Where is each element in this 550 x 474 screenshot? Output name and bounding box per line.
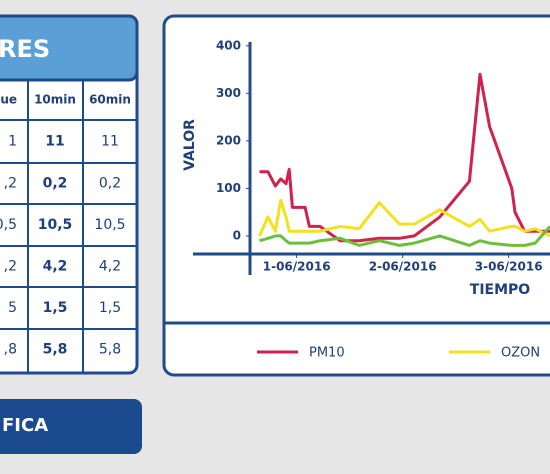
table-cell: ,8 — [4, 342, 17, 358]
table-header-cell: lue — [0, 93, 17, 107]
legend-label: PM10 — [309, 346, 345, 361]
table-cell: 0,2 — [99, 176, 121, 192]
table-cell: 10,5 — [94, 217, 125, 233]
table-cell: 11 — [45, 134, 64, 150]
y-tick-label: 400 — [216, 38, 241, 52]
y-tick-label: 100 — [216, 181, 241, 195]
x-tick-label: 2-06/2016 — [369, 260, 437, 274]
y-tick-label: 0 — [233, 228, 241, 242]
table-cell: 0,5 — [0, 217, 17, 233]
table-cell: ,2 — [4, 259, 17, 275]
table-cell: 1,5 — [43, 300, 68, 316]
y-tick-label: 200 — [216, 133, 241, 147]
table-cell: 4,2 — [99, 259, 121, 275]
table-cell: 0,2 — [43, 176, 68, 192]
x-axis-title: TIEMPO — [470, 282, 531, 298]
table-cell: 11 — [101, 134, 119, 150]
table-header-cell: 60min — [89, 93, 131, 107]
table-cell: 10,5 — [38, 217, 73, 233]
table-cell: 5,8 — [99, 342, 121, 358]
button-label[interactable]: FICA — [2, 415, 48, 436]
table-cell: 5,8 — [43, 342, 68, 358]
table-header-cell: 10min — [34, 93, 76, 107]
table-cell: 1,5 — [99, 300, 121, 316]
table-cell: ,2 — [4, 176, 17, 192]
panel-title: RES — [0, 35, 50, 63]
y-axis-title: VALOR — [182, 119, 198, 171]
y-tick-label: 300 — [216, 86, 241, 100]
chart-panel — [164, 16, 550, 375]
x-tick-label: 3-06/2016 — [475, 260, 543, 274]
table-cell: 5 — [8, 300, 17, 316]
table-cell: 4,2 — [43, 259, 68, 275]
table-cell: 1 — [8, 134, 17, 150]
x-tick-label: 1-06/2016 — [263, 260, 331, 274]
legend-label: OZON — [501, 346, 540, 361]
